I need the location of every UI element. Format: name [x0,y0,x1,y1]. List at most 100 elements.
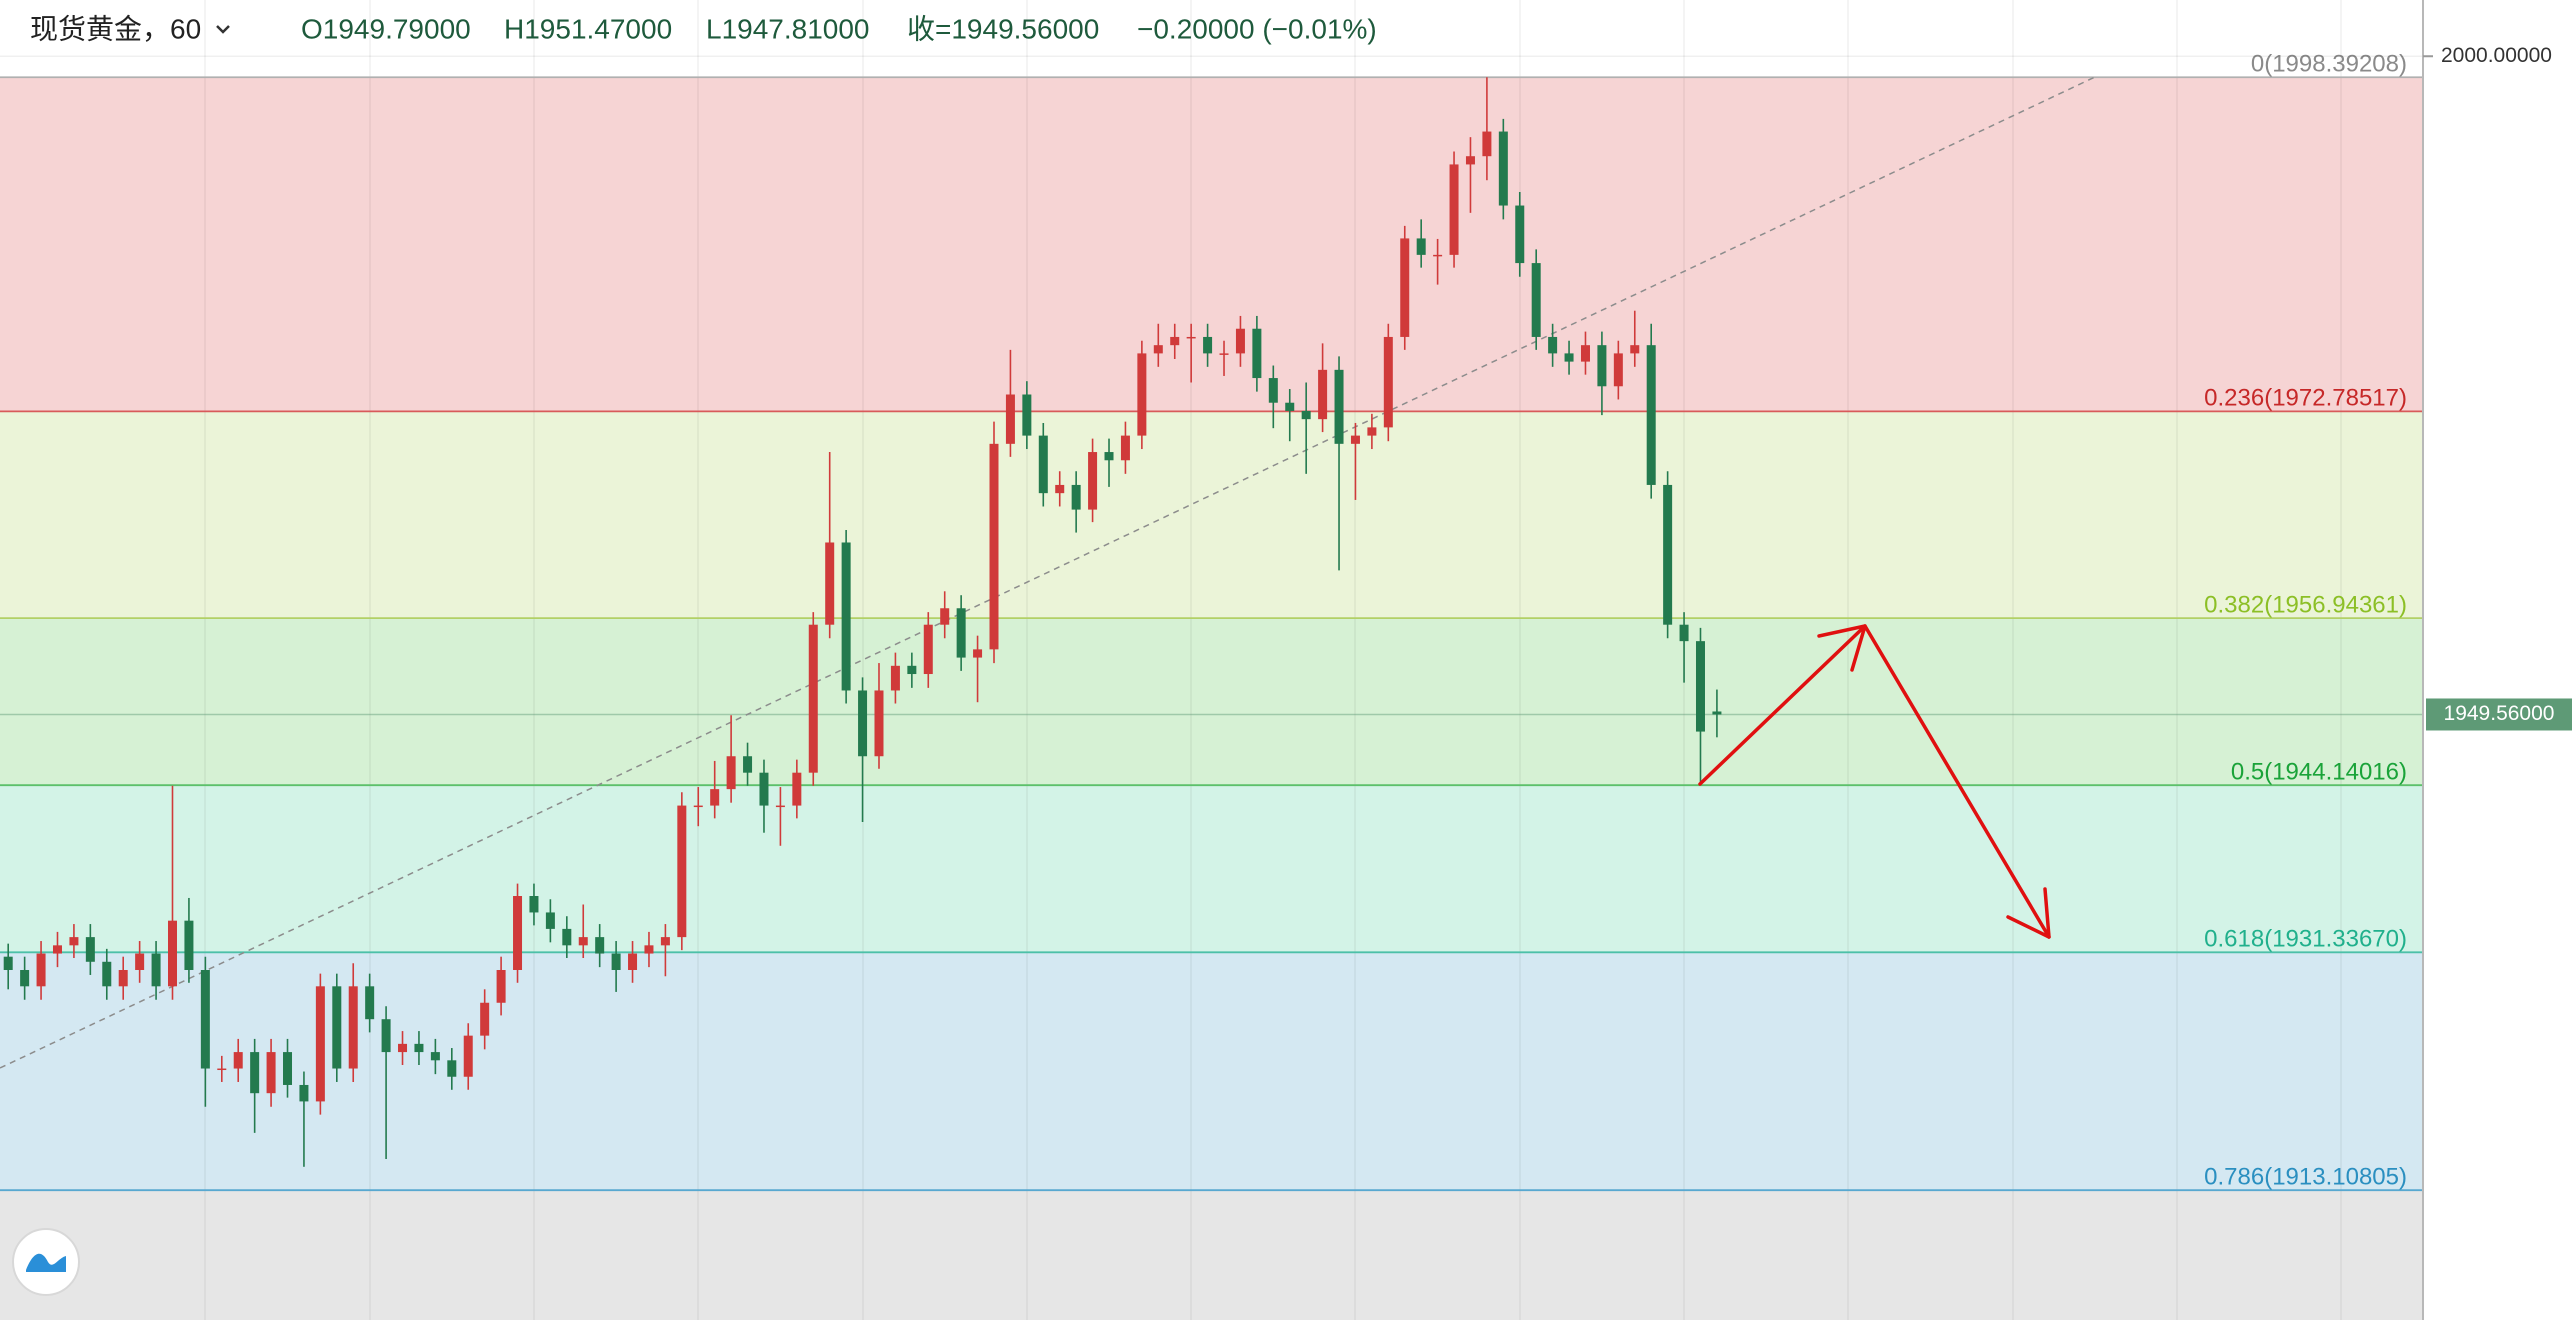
candle-body [102,961,112,987]
candle-body [85,937,95,962]
open-value: O1949.79000 [301,13,471,44]
candle-body [759,772,769,806]
candle-body [1367,427,1377,436]
fib-level-label: 0.236(1972.78517) [2204,385,2407,412]
candle-body [1531,263,1541,337]
candle-body [1285,402,1295,411]
candle-body [1663,484,1673,625]
candle-body [151,953,161,987]
candle-body [36,953,46,987]
candle-body [217,1068,227,1071]
candle-body [1203,336,1213,354]
candle-body [1055,484,1065,494]
fib-zone [0,1190,2423,1320]
fib-zone [0,785,2423,953]
candle-body [1334,369,1344,444]
candle-body [578,937,588,946]
candle-body [858,690,868,757]
candle-body [1071,484,1081,510]
candle-body [1022,394,1032,436]
candle-body [841,542,851,691]
arrow-head [1817,624,1867,672]
fib-level-label: 0.5(1944.14016) [2231,759,2407,786]
dropdown-chevron[interactable] [216,25,230,34]
candle-body [907,665,917,675]
fib-zone [0,618,2423,786]
candle-body [447,1060,457,1077]
candle-body [1219,353,1229,355]
candle-body [1597,345,1607,387]
fib-zone [0,952,2423,1191]
candle-body [1137,353,1147,436]
fib-levels: 0(1998.39208) 0.236(1972.78517) 0.382(1956… [0,51,2423,1192]
candle-body [923,624,933,675]
candle-body [1235,328,1245,354]
price-axis [2423,0,2576,1320]
candle-body [792,772,802,806]
candle-body [69,937,79,946]
candle-body [874,690,884,757]
candle-body [184,920,194,971]
last-price-tag [2426,698,2572,731]
candle-body [348,986,358,1069]
candle-body [1104,452,1114,461]
candle-body [1712,711,1722,715]
close-value: 收=1949.56000 [907,13,1099,44]
candle-body [1005,394,1015,444]
candle-body [233,1052,243,1069]
symbol[interactable]: 现货黄金，60 [30,13,201,44]
candle-body [365,986,375,1020]
candle-body [1564,353,1574,362]
candle-body [1268,378,1278,403]
high-value: H1951.47000 [504,13,672,44]
candle-body [1695,641,1705,732]
candle-body [644,945,654,954]
price-axis-labels: 2000.00000 1949.56000 [2423,44,2572,731]
candle-body [299,1084,309,1102]
candle-body [1038,435,1048,494]
fib-level-label: 0.382(1956.94361) [2204,591,2407,618]
candle-body [1613,353,1623,387]
candle-body [1186,336,1196,339]
candle-body [825,542,835,625]
candle-body [1416,238,1426,255]
candle-body [595,937,605,954]
candle-body [989,443,999,650]
candle-body [710,789,720,806]
candle-body [677,805,687,938]
candle-body [480,1002,490,1036]
candle-body [1630,345,1640,354]
candle-body [315,986,325,1102]
last-price-label: 1949.56000 [2444,702,2555,725]
arrow-head [2006,887,2051,939]
fib-zones [0,77,2423,1320]
candle-body [973,649,983,658]
candle-body [726,756,736,790]
candle-body [1433,254,1443,257]
low-value: L1947.81000 [706,13,870,44]
candle-body [956,608,966,658]
candle-body [20,970,30,987]
candle-body [1482,131,1492,157]
candle-body [135,953,145,971]
candles [3,77,1722,1167]
fib-level-label: 0.618(1931.33670) [2204,926,2407,953]
logo[interactable] [12,1228,80,1296]
candle-body [775,805,785,808]
candle-body [430,1052,440,1061]
candle-body [1120,435,1130,461]
candle-body [496,970,506,1003]
candle-body [743,756,753,773]
candle-body [1252,328,1262,379]
fib-zone [0,77,2423,412]
fib-trend-line [0,76,2096,1069]
candle-body [250,1052,260,1094]
candle-body [118,970,128,987]
candle-body [414,1043,424,1053]
fib-zone [0,411,2423,619]
change-value: −0.20000 (−0.01%) [1137,13,1377,44]
candle-body [562,928,572,946]
fib-level-label: 0(1998.39208) [2251,51,2407,78]
